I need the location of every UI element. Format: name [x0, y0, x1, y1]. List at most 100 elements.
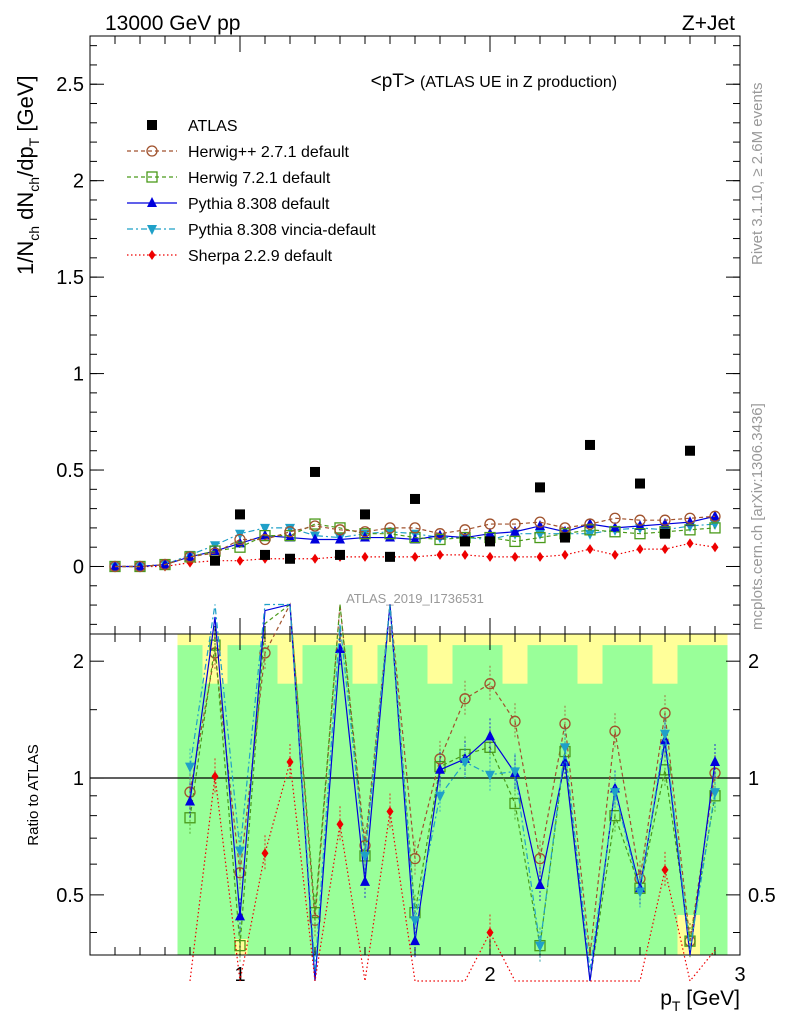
- ratio-point-1-20: [684, 935, 696, 947]
- main-point-3-0: [110, 560, 120, 571]
- ratio-point-2-0: [185, 795, 195, 806]
- main-point-1-24: [709, 510, 721, 522]
- ratio-point-0-15: [559, 718, 571, 730]
- legend-label-5: Sherpa 2.2.9 default: [188, 248, 333, 265]
- main-point-0-3: [285, 553, 295, 564]
- legend-item-3: Pythia 8.308 default: [127, 196, 330, 213]
- ratio-point-0-19: [659, 707, 671, 719]
- legend-marker-1: [146, 145, 158, 157]
- ratio-point-4-12: [486, 927, 494, 938]
- band-green-20: [677, 645, 703, 955]
- main-ylabel-sub1: ch: [26, 226, 42, 241]
- main-point-0-1: [235, 509, 245, 520]
- main-point-3-23: [685, 516, 695, 527]
- ratio-series: [184, 602, 721, 983]
- main-point-3-22: [660, 518, 670, 529]
- ratio-point-3-19: [660, 729, 670, 740]
- main-ytick-label-1: 0.5: [56, 460, 84, 482]
- main-point-3-9: [335, 533, 345, 544]
- ratio-point-2-12: [485, 730, 495, 741]
- ratio-point-2-14: [535, 879, 545, 890]
- legend-marker-5: [148, 250, 156, 260]
- main-point-2-13: [434, 533, 446, 546]
- ratio-point-2-2: [235, 910, 245, 921]
- main-line-1: [115, 515, 716, 568]
- main-point-2-19: [584, 524, 596, 536]
- main-ytick-label-5: 2.5: [56, 74, 84, 96]
- ratio-point-4-6: [336, 819, 344, 830]
- plot-subtitle: (ATLAS UE in Z production): [420, 74, 617, 91]
- x-label-unit: [GeV]: [680, 987, 740, 1010]
- main-point-2-16: [509, 535, 521, 548]
- ratio-point-4-19: [661, 864, 669, 875]
- band-green-18: [627, 645, 653, 955]
- main-point-1-9: [334, 524, 346, 536]
- main-point-1-23: [684, 512, 696, 524]
- main-point-2-23: [684, 524, 696, 536]
- main-point-3-4: [210, 545, 220, 556]
- main-point-3-17: [535, 519, 545, 530]
- ratio-point-4-4: [286, 756, 294, 767]
- main-point-1-16: [509, 518, 521, 530]
- ratio-ytick-label-r-2: 2: [748, 651, 759, 673]
- ratio-ytick-label-r-0: 0.5: [748, 885, 776, 907]
- ratio-axes: 0.5 0.5 1 1 2 2 1 2 3: [56, 634, 776, 986]
- ratio-point-2-9: [410, 935, 420, 946]
- main-point-5-5: [236, 555, 244, 566]
- ratio-point-4-3: [261, 848, 269, 859]
- ratio-point-0-2: [234, 867, 246, 879]
- band-green-12: [477, 645, 503, 955]
- ratio-uncertainty-bands: [177, 634, 728, 955]
- legend-marker-0: [147, 120, 157, 130]
- main-point-3-19: [585, 518, 595, 529]
- legend-label-0: ATLAS: [188, 118, 238, 135]
- band-green-4: [277, 683, 303, 955]
- x-tick-label-2: 3: [734, 964, 745, 986]
- band-green-7: [352, 683, 378, 955]
- main-point-0-10: [485, 536, 495, 547]
- legend-item-4: Pythia 8.308 vincia-default: [127, 222, 376, 239]
- legend: ATLAS Herwig++ 2.7.1 default Herwig 7.2.1 …: [127, 118, 376, 265]
- main-point-1-10: [359, 526, 371, 538]
- main-ylabel-part2: dN: [13, 192, 38, 226]
- main-line-2: [115, 523, 716, 568]
- ratio-point-1-1: [209, 639, 221, 651]
- main-point-2-24: [709, 522, 721, 534]
- main-point-2-7: [284, 529, 296, 542]
- ratio-point-4-8: [386, 806, 394, 817]
- ratio-ylabel: Ratio to ATLAS: [25, 744, 42, 845]
- ratio-point-2-21: [710, 755, 720, 766]
- main-point-4-7: [285, 523, 295, 534]
- main-point-5-24: [711, 542, 719, 553]
- main-point-2-5: [234, 541, 246, 553]
- main-point-5-17: [536, 551, 544, 562]
- legend-item-5: Sherpa 2.2.9 default: [127, 248, 333, 265]
- main-ylabel-unit: [GeV]: [13, 75, 38, 137]
- main-ylabel-part3: /dp: [13, 146, 38, 177]
- main-point-3-3: [185, 550, 195, 561]
- ratio-series-3: [185, 603, 720, 971]
- main-point-0-11: [535, 482, 545, 493]
- ratio-series-4: [189, 743, 716, 983]
- main-point-0-12: [560, 532, 570, 543]
- ratio-point-3-14: [535, 941, 545, 952]
- legend-item-0: ATLAS: [147, 118, 238, 135]
- main-point-4-6: [260, 523, 270, 534]
- ratio-point-0-13: [509, 715, 521, 727]
- plot-title: <pT>: [371, 71, 415, 92]
- main-point-5-18: [561, 549, 569, 560]
- rivet-label: Rivet 3.1.10, ≥ 2.6M events: [749, 83, 766, 266]
- header-left: 13000 GeV pp: [105, 12, 240, 35]
- ratio-point-0-17: [609, 725, 621, 737]
- main-point-1-15: [484, 518, 496, 530]
- main-point-0-8: [410, 493, 420, 504]
- main-point-1-19: [584, 518, 596, 530]
- main-point-1-8: [309, 520, 321, 532]
- ratio-point-0-11: [459, 693, 471, 705]
- ratio-point-3-0: [185, 762, 195, 773]
- main-point-3-8: [310, 533, 320, 544]
- main-point-0-16: [685, 445, 695, 456]
- main-point-5-12: [411, 551, 419, 562]
- ratio-line-1: [189, 603, 716, 982]
